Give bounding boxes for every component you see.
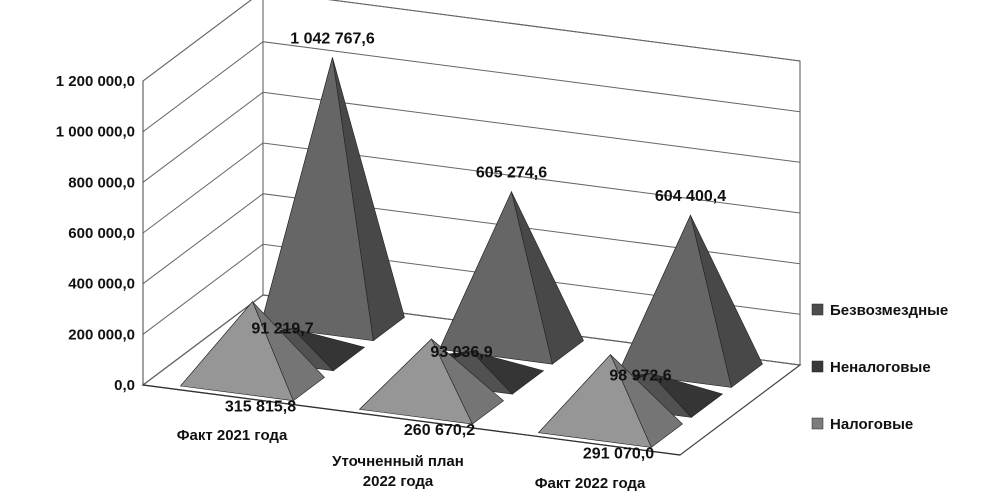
category-label: Факт 2021 года — [177, 427, 288, 444]
pyramid-Безвозмездные-2 — [618, 214, 763, 388]
category-labels: Факт 2021 года Уточненный план 2022 года Фа… — [177, 427, 646, 492]
y-tick-label: 1 000 000,0 — [56, 124, 135, 141]
legend-item: Безвозмездные — [811, 302, 948, 319]
data-label: 1 042 767,6 — [290, 30, 375, 47]
data-label: 315 815,8 — [225, 399, 296, 416]
legend: Безвозмездные Неналоговые Налоговые — [811, 302, 948, 433]
legend-item: Налоговые — [811, 416, 913, 433]
y-tick-label: 800 000,0 — [68, 174, 135, 191]
legend-item: Неналоговые — [811, 359, 931, 376]
data-label: 291 070,0 — [583, 445, 654, 462]
legend-swatch — [811, 303, 824, 316]
category-label: Факт 2022 года — [535, 475, 646, 492]
data-label: 604 400,4 — [655, 188, 726, 205]
legend-label: Неналоговые — [830, 359, 931, 376]
pyramid-Безвозмездные-0 — [259, 57, 405, 342]
data-label: 98 972,6 — [609, 367, 671, 384]
y-tick-label: 1 200 000,0 — [56, 73, 135, 90]
gridline — [142, 243, 801, 335]
gridline — [142, 0, 801, 82]
gridlines — [142, 0, 801, 456]
legend-label: Налоговые — [830, 416, 913, 433]
pyramid-Безвозмездные-1 — [439, 190, 584, 365]
data-label: 260 670,2 — [404, 422, 475, 439]
data-labels: 1 042 767,6 605 274,6 604 400,4 91 219,7 93 … — [225, 30, 726, 462]
pyramid-Налоговые-2 — [537, 354, 683, 448]
data-label: 93 036,9 — [430, 344, 492, 361]
y-tick-label: 0,0 — [114, 377, 135, 394]
gridline — [142, 91, 801, 183]
gridline — [142, 193, 801, 285]
legend-label: Безвозмездные — [830, 302, 948, 319]
gridline — [142, 294, 801, 386]
legend-swatch — [811, 417, 824, 430]
y-axis-tick-labels: 0,0 200 000,0 400 000,0 600 000,0 800 000,0 1… — [56, 73, 135, 394]
category-label: Уточненный план 2022 года — [332, 453, 464, 490]
pyramid-Налоговые-0 — [179, 301, 325, 402]
pyramid-Налоговые-1 — [358, 338, 504, 425]
y-tick-label: 600 000,0 — [68, 225, 135, 242]
data-label: 91 219,7 — [251, 321, 313, 338]
legend-swatch — [811, 360, 824, 373]
y-tick-label: 400 000,0 — [68, 276, 135, 293]
data-label: 605 274,6 — [476, 165, 547, 182]
y-tick-label: 200 000,0 — [68, 326, 135, 343]
data-marks — [179, 57, 763, 448]
gridline — [142, 41, 801, 133]
gridline — [142, 142, 801, 234]
